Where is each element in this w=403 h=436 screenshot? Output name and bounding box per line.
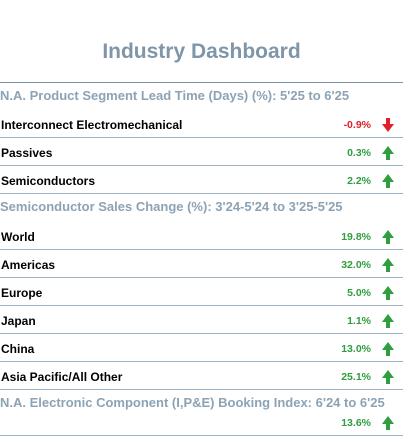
table-row: Asia Pacific/All Other 25.1% [0, 362, 403, 390]
section-header-semiconductor-sales: Semiconductor Sales Change (%): 3'24-5'2… [0, 199, 343, 214]
row-value: 2.2% [347, 175, 371, 187]
arrow-up-icon [382, 286, 394, 300]
section-header-booking-index: N.A. Electronic Component (I,P&E) Bookin… [0, 395, 385, 410]
row-label: Interconnect Electromechanical [1, 118, 183, 132]
table-row: Americas 32.0% [0, 250, 403, 278]
arrow-up-icon [382, 342, 394, 356]
row-value: 13.0% [341, 343, 371, 355]
arrow-up-icon [382, 230, 394, 244]
arrow-up-icon [382, 416, 394, 430]
row-value: -0.9% [343, 119, 371, 131]
table-row: Semiconductors 2.2% [0, 166, 403, 194]
table-row: Japan 1.1% [0, 306, 403, 334]
table-row: China 13.0% [0, 334, 403, 362]
row-value: 5.0% [347, 287, 371, 299]
row-value: 19.8% [341, 231, 371, 243]
dashboard-title: Industry Dashboard [102, 40, 301, 63]
arrow-down-icon [382, 118, 394, 132]
table-row: Europe 5.0% [0, 278, 403, 306]
arrow-up-icon [382, 314, 394, 328]
row-label: Passives [1, 146, 53, 160]
row-value: 32.0% [341, 259, 371, 271]
arrow-up-icon [382, 258, 394, 272]
row-label: World [1, 230, 35, 244]
table-row: Passives 0.3% [0, 138, 403, 166]
row-label: Japan [1, 314, 36, 328]
row-value: 25.1% [341, 371, 371, 383]
table-row: Interconnect Electromechanical -0.9% [0, 110, 403, 138]
row-label: Asia Pacific/All Other [1, 370, 123, 384]
table-row: 13.6% [0, 408, 403, 436]
row-label: Semiconductors [1, 174, 96, 188]
arrow-up-icon [382, 146, 394, 160]
table-row: World 19.8% [0, 222, 403, 250]
row-label: China [1, 342, 35, 356]
row-value: 0.3% [347, 147, 371, 159]
row-label: Americas [1, 258, 56, 272]
row-value: 1.1% [347, 315, 371, 327]
arrow-up-icon [382, 174, 394, 188]
arrow-up-icon [382, 370, 394, 384]
row-label: Europe [1, 286, 43, 300]
section-header-lead-time: N.A. Product Segment Lead Time (Days) (%… [0, 82, 403, 106]
row-value: 13.6% [341, 417, 371, 429]
